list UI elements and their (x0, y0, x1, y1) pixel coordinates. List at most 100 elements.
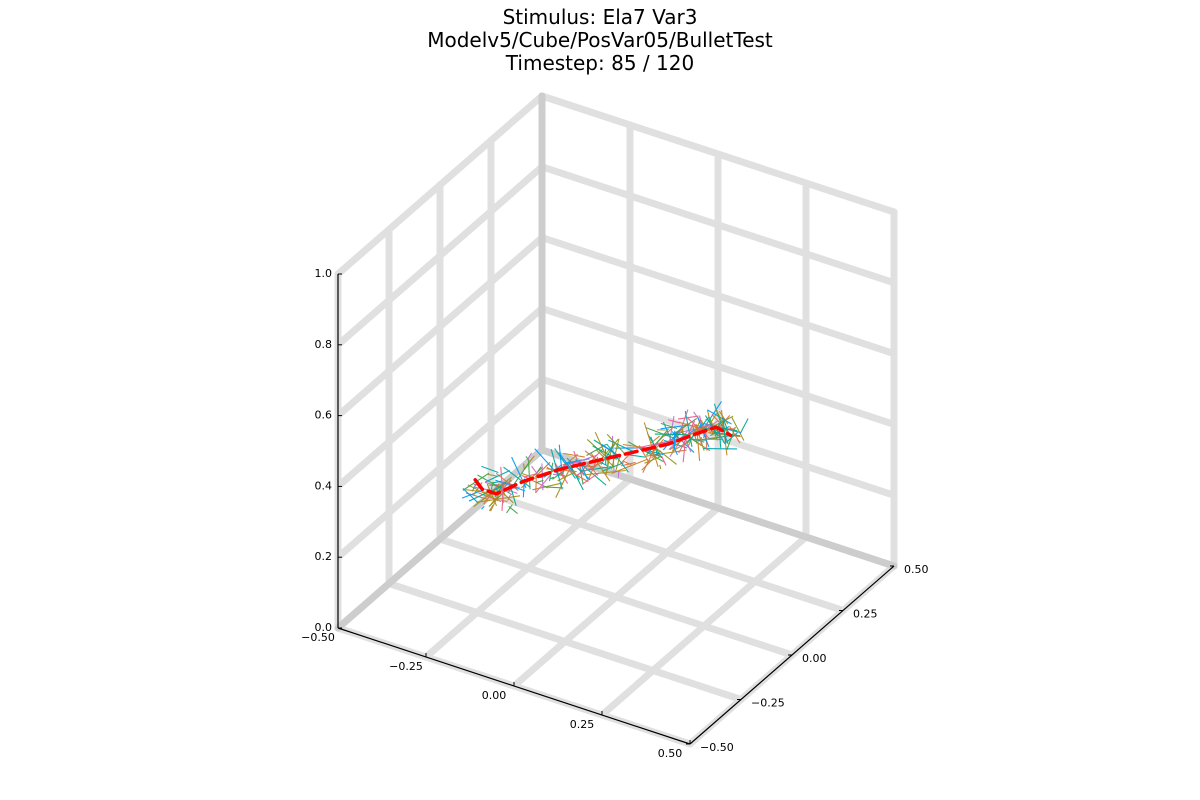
trajectory-segment (581, 472, 600, 485)
trajectory-segment (527, 460, 531, 490)
x-tick-label: −0.50 (301, 631, 335, 644)
trajectory-segment (485, 469, 511, 483)
trajectory-segment (718, 410, 729, 425)
trajectory-segment (569, 470, 589, 483)
y-tick-label: −0.25 (751, 697, 785, 710)
trajectory-segment (687, 417, 711, 440)
trajectory-segment (660, 424, 691, 430)
trajectory-segment (720, 427, 738, 432)
chart-title: Stimulus: Ela7 Var3 Modelv5/Cube/PosVar0… (0, 6, 1200, 75)
trajectory-segment (495, 472, 519, 492)
trajectory-segment (682, 442, 686, 463)
trajectory-segment (608, 439, 636, 454)
grid-layer (334, 92, 898, 748)
grid-line-backwall-z (538, 92, 898, 216)
trajectory-segment (560, 453, 579, 469)
grid-line-backwall-z (538, 304, 898, 428)
trajectory-segment (643, 422, 659, 468)
trajectory-segment (638, 445, 650, 464)
trajectory-segment (576, 462, 601, 476)
trajectory-segment (731, 417, 745, 441)
y-tick-label: −0.50 (700, 741, 734, 754)
grid-line-floor-x (598, 533, 810, 719)
trajectory-segment (481, 465, 499, 473)
trajectory-segment (680, 431, 700, 445)
grid-line-leftwall-z (334, 304, 546, 490)
grid-line-leftwall-z (334, 234, 546, 420)
x-tick-label: −0.25 (389, 660, 423, 673)
trajectory-segment (481, 505, 485, 510)
x-tick-label: 0.00 (482, 689, 507, 702)
z-tick-label: 0.6 (315, 409, 333, 422)
trajectory-segment (535, 473, 553, 494)
y-tick-label: 0.50 (904, 563, 929, 576)
trajectory-segment (645, 427, 674, 439)
x-tick-label: 0.50 (658, 747, 683, 760)
x-tick-label: 0.25 (570, 718, 595, 731)
trajectory-segment (726, 432, 738, 443)
trajectory-segment (600, 443, 616, 465)
trajectory-segment (739, 418, 749, 434)
highlight-layer (473, 425, 733, 496)
trajectory-segment (487, 473, 498, 477)
trajectory-segment (660, 422, 678, 430)
title-line-1: Stimulus: Ela7 Var3 (502, 5, 698, 29)
trajectory-segment (500, 479, 513, 491)
trajectory-segment (531, 465, 539, 475)
trajectory-segment (558, 452, 574, 473)
grid-line-leftwall-z (334, 92, 546, 278)
trajectory-segment (503, 466, 531, 488)
trajectory-segment (715, 409, 728, 434)
title-line-2: Modelv5/Cube/PosVar05/BulletTest (427, 28, 773, 52)
y-tick-label: 0.25 (853, 608, 878, 621)
trajectory-segment (622, 443, 649, 449)
z-tick-label: 0.0 (315, 621, 333, 634)
trajectory-segment (532, 482, 563, 491)
grid-line-leftwall-z (334, 375, 546, 561)
trajectory-segment (606, 433, 627, 456)
frame-edge-back-floor (538, 446, 898, 570)
z-tick-label: 1.0 (315, 267, 333, 280)
trajectory-segment (635, 438, 678, 449)
grid-line-backwall-z (538, 163, 898, 287)
trajectory-segment (611, 438, 620, 470)
trajectory-segment (584, 469, 626, 476)
grid-line-leftwall-z (334, 163, 546, 349)
z-tick-label: 0.8 (315, 338, 333, 351)
trajectory-segment (722, 417, 727, 443)
trajectory-segment (468, 485, 502, 502)
trajectory-segment (680, 409, 689, 429)
trajectory-segment (490, 482, 494, 490)
trajectory-segment (495, 479, 526, 492)
trajectory-segment (476, 495, 521, 503)
trajectory-segment (704, 415, 719, 437)
trajectory-segment (526, 452, 533, 461)
grid-line-floor-y (487, 491, 847, 614)
title-line-3: Timestep: 85 / 120 (505, 51, 695, 75)
z-tick-label: 0.2 (315, 550, 333, 563)
trajectory-segment (535, 472, 537, 494)
trajectory-segment (649, 438, 665, 456)
trajectory-segment (627, 454, 645, 458)
trajectory-segment (661, 455, 667, 466)
trajectory-segment (490, 483, 505, 512)
trajectory-segment (668, 419, 680, 424)
tick-layer: −0.50 −0.25 0.00 0.25 0.50 −0.50 −0.25 0.00 0.25… (301, 267, 928, 760)
trajectory-segment (523, 476, 526, 479)
trajectory-segment (671, 417, 698, 436)
trajectory-segment (659, 464, 662, 470)
trajectory-segment (536, 479, 544, 483)
trajectory-segment (542, 486, 564, 489)
y-tick-label: 0.00 (802, 652, 827, 665)
trajectory-segment (663, 439, 688, 449)
trajectory-segment (500, 466, 504, 504)
trajectory-segment (563, 452, 585, 458)
z-tick-label: 0.4 (315, 479, 333, 492)
grid-line-backwall-z (538, 234, 898, 358)
trajectory-segment (644, 456, 661, 464)
grid-line-floor-y (436, 535, 796, 659)
trajectory-segment (599, 461, 609, 467)
axis-layer (337, 273, 895, 745)
trajectory-segment (695, 424, 701, 462)
